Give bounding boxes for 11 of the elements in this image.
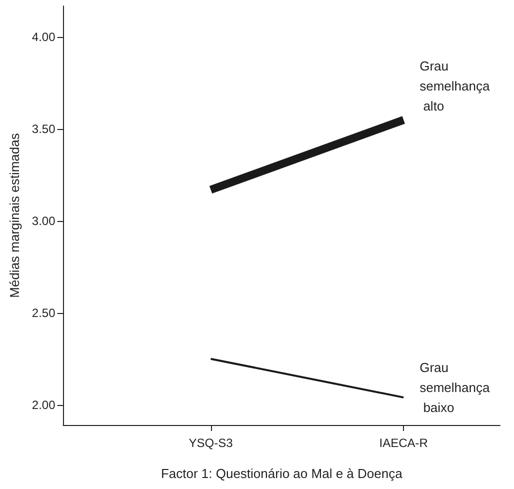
series-label: Grau semelhança baixo [420, 360, 490, 415]
x-tick-label: YSQ-S3 [188, 436, 234, 450]
x-axis-title: Factor 1: Questionário ao Mal e à Doença [160, 466, 404, 481]
y-tick-label: 2.00 [32, 398, 56, 412]
y-axis-title: Médias marginais estimadas [7, 132, 22, 298]
y-tick-label: 3.00 [32, 214, 56, 228]
y-tick-label: 2.50 [32, 306, 56, 320]
x-tick-label: IAECA-R [379, 436, 428, 450]
y-tick-label: 3.50 [32, 122, 56, 136]
y-tick-label: 4.00 [32, 30, 56, 44]
series-label: Grau semelhança alto [420, 58, 490, 114]
